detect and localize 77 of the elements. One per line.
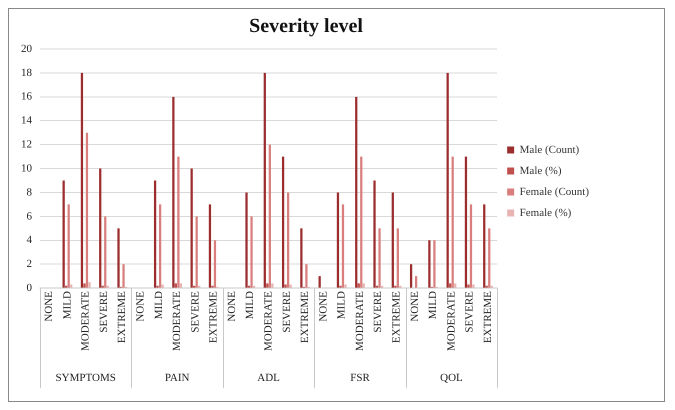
y-tick-label: 18 bbox=[21, 66, 32, 79]
x-tick-label: SEVERE bbox=[98, 290, 110, 333]
text: QOL bbox=[440, 372, 464, 384]
y-tick-label: 12 bbox=[21, 138, 32, 151]
text: FSR bbox=[350, 372, 370, 384]
x-tick-label: MILD bbox=[427, 291, 440, 320]
bar bbox=[446, 72, 449, 288]
x-tick-label: EXTREME bbox=[390, 290, 402, 344]
bar bbox=[396, 228, 399, 288]
bar bbox=[162, 284, 164, 288]
bar bbox=[360, 156, 362, 288]
bar bbox=[358, 283, 360, 288]
y-tick-label: 16 bbox=[21, 90, 32, 103]
x-tick-label: NONE bbox=[317, 290, 330, 322]
bar bbox=[300, 228, 303, 288]
chart-title: Severity level bbox=[249, 15, 364, 38]
x-tick-label: MODERATE bbox=[354, 290, 366, 352]
bar bbox=[264, 72, 266, 288]
bar bbox=[449, 283, 452, 288]
x-tick-label: MILD bbox=[336, 291, 348, 320]
x-tick-label: EXTREME bbox=[482, 290, 494, 344]
bar bbox=[454, 283, 456, 288]
bar bbox=[62, 180, 65, 288]
x-tick-label: MODERATE bbox=[262, 290, 274, 352]
y-tick-label: 2 bbox=[26, 258, 32, 270]
x-tick-label: EXTREME bbox=[208, 290, 220, 344]
bar bbox=[196, 216, 198, 288]
bar bbox=[488, 228, 490, 288]
x-tick-label: NONE bbox=[134, 290, 146, 322]
bar bbox=[392, 192, 394, 288]
x-tick-label: NONE bbox=[43, 290, 56, 322]
x-tick-label: SEVERE bbox=[189, 290, 202, 333]
bar bbox=[318, 276, 321, 288]
x-tick-label: EXTREME bbox=[299, 290, 312, 344]
bar bbox=[362, 283, 365, 288]
text: ADL bbox=[257, 372, 280, 384]
x-tick-label: MODERATE bbox=[171, 290, 184, 352]
bar bbox=[190, 168, 193, 288]
bar bbox=[452, 156, 454, 288]
x-tick-label: MODERATE bbox=[80, 290, 92, 352]
x-tick-label: MILD bbox=[61, 291, 74, 320]
bar bbox=[290, 284, 292, 288]
bar bbox=[483, 204, 486, 288]
bar bbox=[414, 276, 418, 288]
y-tick-label: 4 bbox=[26, 234, 32, 246]
y-tick-label: 14 bbox=[21, 114, 32, 127]
y-tick-label: 8 bbox=[26, 186, 32, 198]
bar bbox=[266, 283, 268, 288]
text: PAIN bbox=[164, 372, 190, 384]
bar bbox=[268, 144, 271, 288]
bar bbox=[99, 168, 102, 288]
x-tick-label: SEVERE bbox=[280, 290, 293, 333]
x-tick-label: MODERATE bbox=[445, 290, 458, 352]
bar bbox=[104, 216, 106, 288]
x-tick-label: NONE bbox=[408, 290, 421, 322]
y-tick-label: 20 bbox=[21, 42, 32, 55]
bar bbox=[70, 284, 72, 288]
x-tick-label: NONE bbox=[226, 290, 238, 322]
bar bbox=[172, 96, 175, 288]
x-tick-label: EXTREME bbox=[116, 290, 128, 344]
text: SYMPTOMS bbox=[56, 372, 116, 384]
bar bbox=[355, 96, 358, 288]
bar bbox=[428, 240, 431, 288]
legend-label: Female (%) bbox=[520, 206, 572, 219]
bar bbox=[271, 283, 274, 288]
bar bbox=[286, 192, 290, 288]
legend-label: Male (Count) bbox=[520, 144, 580, 156]
y-tick-label: 10 bbox=[21, 162, 32, 174]
legend-label: Female (Count) bbox=[520, 186, 590, 198]
x-tick-label: SEVERE bbox=[372, 290, 384, 333]
y-tick-label: 0 bbox=[26, 282, 32, 294]
x-tick-label: MILD bbox=[244, 291, 256, 320]
x-tick-label: SEVERE bbox=[464, 290, 476, 333]
bar bbox=[68, 204, 70, 288]
legend-label: Male (%) bbox=[520, 164, 562, 177]
y-tick-label: 6 bbox=[26, 210, 32, 222]
x-tick-label: MILD bbox=[152, 291, 165, 320]
